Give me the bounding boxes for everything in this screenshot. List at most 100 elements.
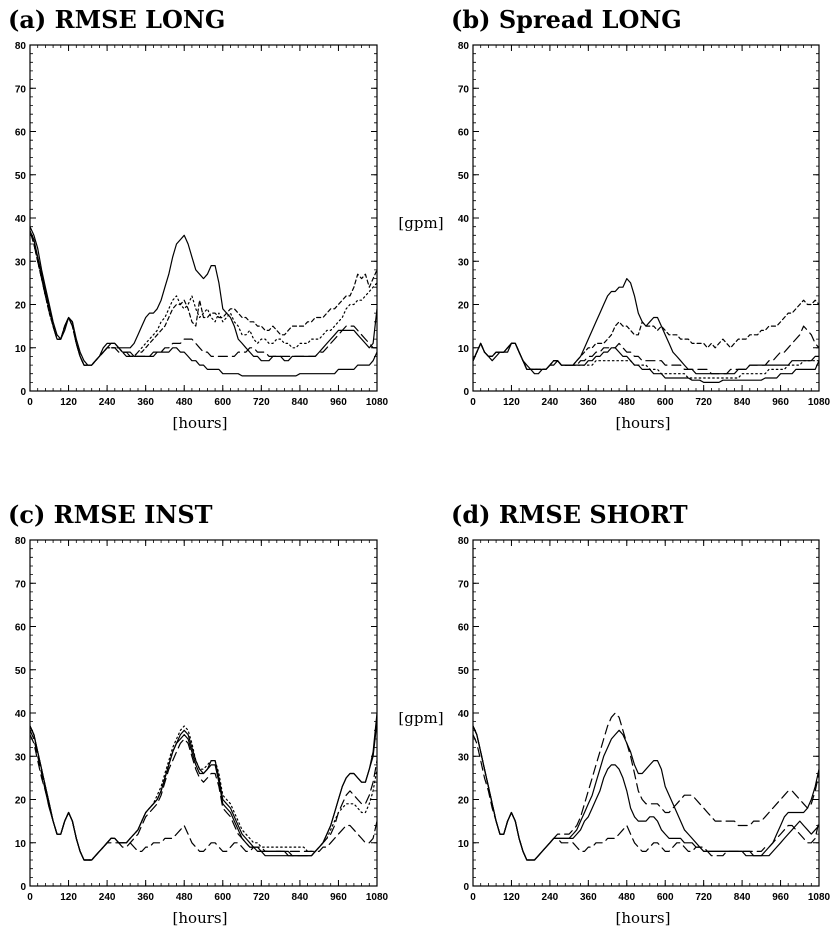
x-tick-label: 1080 bbox=[366, 397, 389, 408]
x-tick-label: 360 bbox=[580, 397, 597, 408]
x-tick-label: 0 bbox=[27, 892, 33, 903]
y-tick-label: 50 bbox=[458, 171, 470, 182]
x-tick-label: 0 bbox=[27, 397, 33, 408]
series-line-5 bbox=[30, 725, 377, 861]
minor-ticks bbox=[29, 539, 378, 887]
x-tick-label: 600 bbox=[214, 397, 231, 408]
y-tick-label: 60 bbox=[15, 128, 27, 139]
y-tick-label: 70 bbox=[15, 84, 27, 95]
y-tick-label: 30 bbox=[15, 752, 27, 763]
series-line-2 bbox=[30, 230, 377, 377]
y-tick-label: 80 bbox=[15, 41, 27, 52]
x-tick-label: 480 bbox=[618, 892, 635, 903]
y-axis-label: [gpm] bbox=[398, 709, 443, 727]
x-tick-label: 120 bbox=[60, 892, 77, 903]
y-tick-label: 60 bbox=[458, 623, 470, 634]
x-tick-label: 1080 bbox=[808, 397, 831, 408]
y-tick-label: 10 bbox=[458, 344, 470, 355]
x-tick-label: 240 bbox=[99, 892, 116, 903]
y-tick-label: 50 bbox=[15, 666, 27, 677]
x-tick-label: 840 bbox=[734, 892, 751, 903]
x-axis-label: [hours] bbox=[173, 414, 228, 432]
minor-ticks bbox=[472, 539, 820, 887]
plot-frame bbox=[472, 539, 820, 887]
series-line-4 bbox=[30, 733, 377, 861]
panel-title: (a) RMSE LONG bbox=[8, 5, 225, 34]
x-tick-label: 840 bbox=[292, 892, 309, 903]
series-line-4 bbox=[473, 299, 819, 370]
series-line-3 bbox=[473, 325, 819, 375]
panel-title: (c) RMSE INST bbox=[8, 500, 213, 529]
series-line-4 bbox=[473, 733, 819, 861]
series-line-1 bbox=[473, 725, 819, 861]
y-tick-label: 40 bbox=[15, 709, 27, 720]
x-tick-label: 360 bbox=[137, 397, 154, 408]
x-axis-label: [hours] bbox=[616, 909, 671, 927]
panel-3: (c) RMSE INST 0 120 240 360 480 600 720 840 960 10… bbox=[8, 500, 389, 927]
x-tick-label: 240 bbox=[542, 892, 559, 903]
x-tick-label: 960 bbox=[772, 892, 789, 903]
x-tick-label: 600 bbox=[214, 892, 231, 903]
x-tick-label: 0 bbox=[470, 892, 476, 903]
x-tick-label: 240 bbox=[542, 397, 559, 408]
minor-ticks bbox=[29, 44, 378, 392]
x-tick-label: 720 bbox=[695, 397, 712, 408]
x-axis-label: [hours] bbox=[616, 414, 671, 432]
x-tick-label: 840 bbox=[734, 397, 751, 408]
panel-2: (b) Spread LONG 0 120 240 360 480 600 720 840 960… bbox=[398, 5, 830, 432]
x-tick-label: 840 bbox=[292, 397, 309, 408]
y-tick-label: 40 bbox=[458, 214, 470, 225]
x-tick-label: 600 bbox=[657, 892, 674, 903]
x-tick-label: 120 bbox=[503, 397, 520, 408]
panel-title: (b) Spread LONG bbox=[451, 5, 682, 34]
y-tick-label: 50 bbox=[458, 666, 470, 677]
x-tick-label: 240 bbox=[99, 397, 116, 408]
y-tick-label: 10 bbox=[458, 839, 470, 850]
y-tick-label: 10 bbox=[15, 839, 27, 850]
y-tick-label: 30 bbox=[15, 257, 27, 268]
y-tick-label: 20 bbox=[15, 796, 27, 807]
series-line-3 bbox=[473, 712, 819, 861]
series-line-2 bbox=[473, 725, 819, 861]
y-tick-label: 40 bbox=[15, 214, 27, 225]
series-line-4 bbox=[30, 230, 377, 366]
x-tick-label: 120 bbox=[503, 892, 520, 903]
x-tick-label: 720 bbox=[695, 892, 712, 903]
x-tick-label: 960 bbox=[772, 397, 789, 408]
x-axis-label: [hours] bbox=[173, 909, 228, 927]
y-tick-label: 50 bbox=[15, 171, 27, 182]
y-tick-label: 70 bbox=[458, 579, 470, 590]
y-tick-label: 80 bbox=[458, 41, 470, 52]
y-tick-label: 20 bbox=[458, 301, 470, 312]
plot-frame bbox=[29, 44, 378, 392]
x-tick-label: 120 bbox=[60, 397, 77, 408]
plot-frame bbox=[29, 539, 378, 887]
x-tick-label: 960 bbox=[330, 397, 347, 408]
y-tick-label: 30 bbox=[458, 257, 470, 268]
x-tick-label: 480 bbox=[176, 892, 193, 903]
x-tick-label: 600 bbox=[657, 397, 674, 408]
y-tick-label: 80 bbox=[15, 536, 27, 547]
y-tick-label: 30 bbox=[458, 752, 470, 763]
y-tick-label: 0 bbox=[463, 882, 469, 893]
series-line-5 bbox=[30, 230, 377, 366]
x-tick-label: 480 bbox=[176, 397, 193, 408]
y-tick-label: 20 bbox=[15, 301, 27, 312]
x-tick-label: 480 bbox=[618, 397, 635, 408]
series-line-1 bbox=[30, 226, 377, 366]
y-tick-label: 20 bbox=[458, 796, 470, 807]
series-line-2 bbox=[30, 720, 377, 861]
x-tick-label: 960 bbox=[330, 892, 347, 903]
x-tick-label: 1080 bbox=[808, 892, 831, 903]
y-tick-label: 10 bbox=[15, 344, 27, 355]
y-tick-label: 70 bbox=[458, 84, 470, 95]
x-tick-label: 360 bbox=[137, 892, 154, 903]
x-tick-label: 720 bbox=[253, 892, 270, 903]
y-tick-label: 0 bbox=[463, 387, 469, 398]
y-tick-label: 40 bbox=[458, 709, 470, 720]
y-tick-label: 60 bbox=[15, 623, 27, 634]
y-tick-label: 0 bbox=[20, 387, 26, 398]
